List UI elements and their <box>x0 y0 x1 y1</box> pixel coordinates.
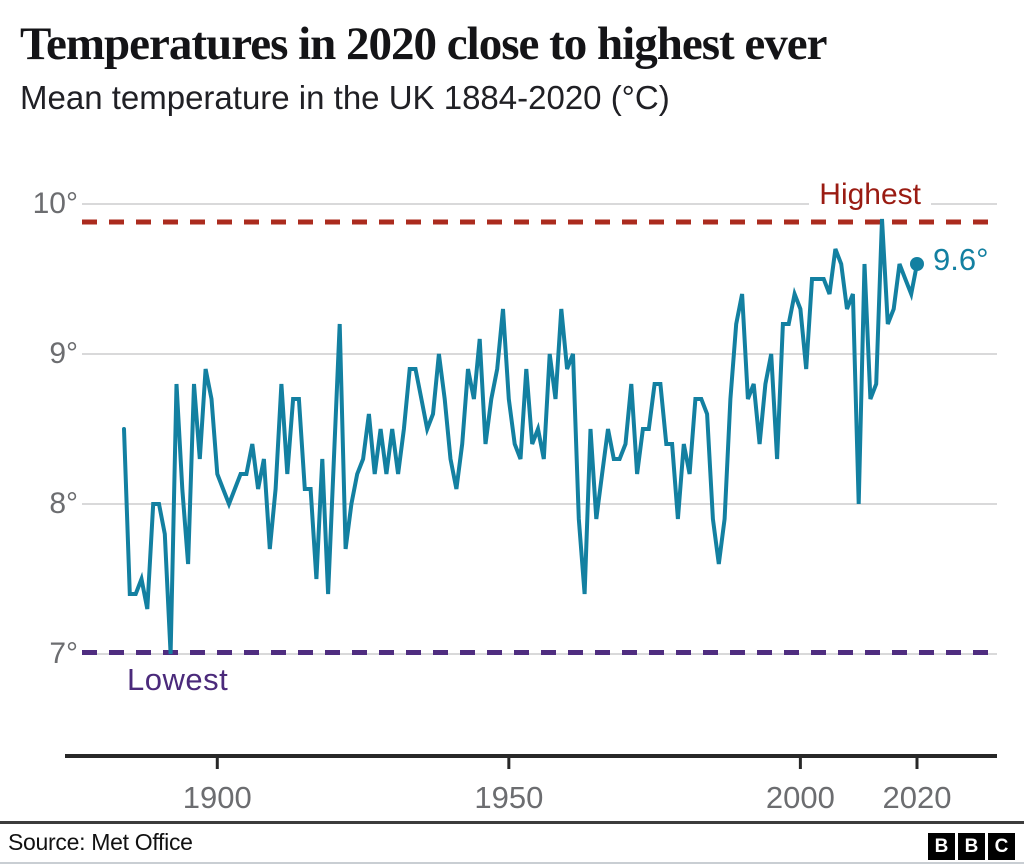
chart-subtitle: Mean temperature in the UK 1884-2020 (°C… <box>20 79 670 116</box>
highest-record-label: Highest <box>809 180 931 210</box>
lowest-record-label: Lowest <box>127 662 229 697</box>
xtick-2000: 2000 <box>765 780 835 815</box>
footer-divider <box>0 821 1024 824</box>
xtick-2020: 2020 <box>882 780 952 815</box>
ytick-10: 10° <box>32 187 78 220</box>
xtick-1900: 1900 <box>182 780 252 815</box>
bbc-logo: B B C <box>928 833 1015 860</box>
bbc-logo-block: B <box>928 833 955 860</box>
latest-point-marker <box>910 257 924 271</box>
source-attribution: Source: Met Office <box>8 829 193 855</box>
ytick-9: 9° <box>49 337 78 370</box>
ytick-8: 8° <box>49 487 78 520</box>
xtick-1950: 1950 <box>474 780 544 815</box>
chart-title: Temperatures in 2020 close to highest ev… <box>20 18 828 70</box>
bbc-logo-block: C <box>988 833 1015 860</box>
ytick-7: 7° <box>49 637 78 670</box>
bbc-logo-block: B <box>958 833 985 860</box>
bottom-edge-line <box>0 862 1024 864</box>
latest-value-label: 9.6° <box>933 242 989 277</box>
temperature-series-line <box>122 218 919 655</box>
